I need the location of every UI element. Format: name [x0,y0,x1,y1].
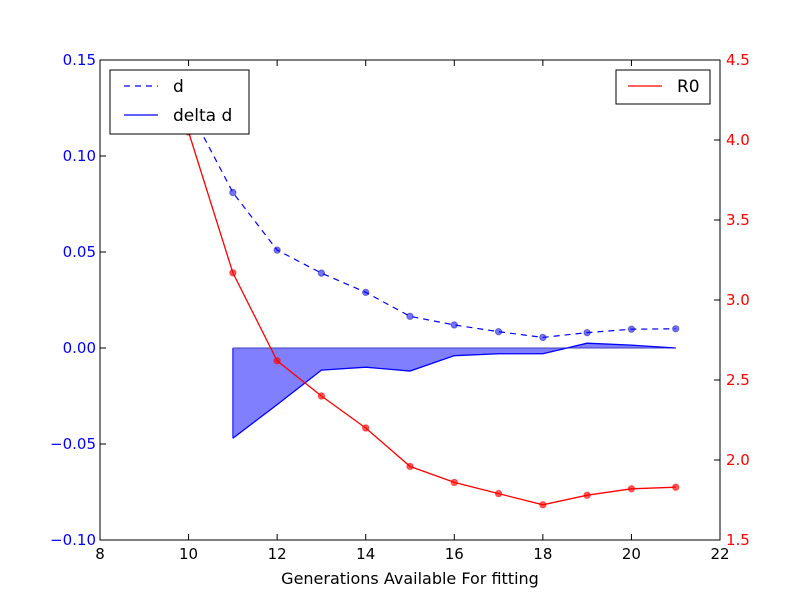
d-point [406,312,414,321]
y-left-tick-label: −0.05 [50,435,96,453]
y-right-tick-label: 4.5 [726,51,750,69]
r0-line [187,131,676,506]
r0-point [229,269,237,277]
r0-point [273,357,281,365]
r0-point [583,491,591,499]
r0-point [317,392,326,400]
r0-point [627,485,636,493]
legend-right-box [615,69,711,105]
x-tick-label: 22 [710,545,729,563]
r0-point [539,501,547,509]
r0-point [494,489,503,498]
y-right-tick-label: 2.0 [726,451,750,469]
y-left-tick-label: 0.05 [63,243,96,261]
d-point [229,188,237,197]
plot-area [184,104,680,509]
x-tick-label: 10 [179,545,198,563]
x-tick-label: 14 [356,545,375,563]
d-point [273,246,281,254]
plot-series-group [184,104,680,509]
y-left-tick-label: 0.00 [63,339,96,357]
y-left-tick-label: −0.10 [50,531,96,549]
d-point [583,328,591,337]
legend-d-label: d [173,77,184,97]
d-point [539,333,547,342]
r0-point [362,424,370,432]
legend-r0-label: R0 [677,77,700,97]
y-right-tick-label: 4.0 [726,131,750,149]
y-left-tick-label: 0.10 [63,147,96,165]
delta-d-area [232,343,676,439]
y-right-tick-label: 3.5 [726,211,750,229]
y-right-tick-label: 1.5 [726,531,750,549]
x-tick-label: 18 [533,545,552,563]
y-left-tick-label: 0.15 [63,51,96,69]
legends: d delta d R0 [109,69,711,135]
d-point [627,325,636,333]
x-tick-label: 8 [95,545,105,563]
d-line [188,107,676,339]
d-point [450,321,458,329]
r0-point [672,483,680,491]
x-tick-label: 20 [622,545,641,563]
y-right-tick-label: 3.0 [726,291,750,309]
legend-left-box [109,69,250,135]
y-right-tick-label: 2.5 [726,371,750,389]
d-point [672,325,680,333]
delta-d-line [232,342,676,439]
r0-point [450,478,458,487]
axes: 8 10 12 14 16 18 20 22 0.15 0.10 0.05 0.00 −0.05 −0.1… [50,51,750,563]
legend-delta-d-label: delta d [173,106,232,126]
d-point [362,288,370,297]
r0-point [406,462,414,471]
x-tick-label: 12 [268,545,287,563]
d-point [494,327,503,336]
d-point [317,269,326,277]
x-axis-label: Generations Available For fitting [281,569,539,588]
x-tick-label: 16 [445,545,464,563]
